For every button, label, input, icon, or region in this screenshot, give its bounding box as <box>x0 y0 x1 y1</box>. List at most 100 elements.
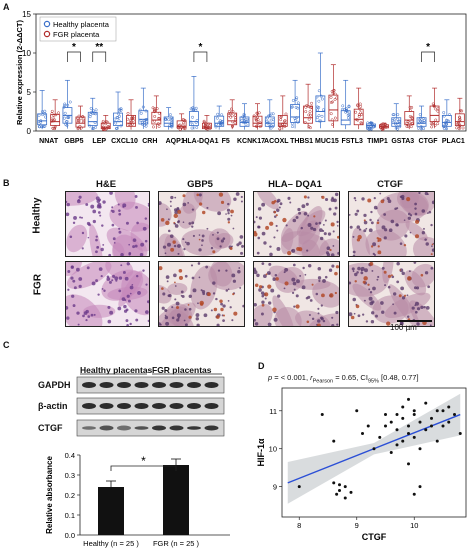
nucleus <box>349 225 353 229</box>
data-point <box>279 114 283 118</box>
nucleus <box>192 234 196 238</box>
gene-label: MUC15 <box>315 138 339 145</box>
nucleus <box>96 245 100 249</box>
blot-strip-1 <box>76 397 225 415</box>
nucleus <box>100 247 104 252</box>
data-point <box>178 127 182 131</box>
gene-label: F5 <box>222 138 230 145</box>
data-point <box>293 118 297 122</box>
data-point <box>410 122 414 126</box>
nucleus <box>173 273 177 278</box>
stat-part-2: = 0.65, CI <box>333 373 368 382</box>
nucleus <box>336 225 339 227</box>
scatter-point <box>401 439 405 443</box>
data-point <box>366 121 370 125</box>
data-point <box>231 120 235 124</box>
scatter-point <box>332 481 336 485</box>
nucleus <box>301 204 306 209</box>
nucleus <box>184 308 187 311</box>
nucleus <box>164 308 168 312</box>
nucleus <box>295 294 299 298</box>
x-tick-label: 9 <box>355 521 359 530</box>
nucleus <box>170 205 172 207</box>
nucleus <box>363 299 366 302</box>
stain-spot <box>264 292 269 297</box>
nucleus <box>125 221 129 225</box>
blot-label-bactin: β-actin <box>38 401 68 411</box>
nucleus <box>206 206 209 209</box>
nucleus <box>371 311 375 315</box>
data-point <box>281 122 285 126</box>
nucleus <box>371 269 374 272</box>
data-point <box>396 123 400 127</box>
nucleus <box>414 202 417 206</box>
nucleus <box>256 251 260 255</box>
nucleus <box>238 267 241 269</box>
nucleus <box>235 192 240 196</box>
data-point <box>139 111 143 115</box>
data-point <box>37 113 41 117</box>
stain-spot <box>227 221 231 224</box>
y-axis-label: HIF-1α <box>256 438 266 467</box>
nucleus <box>191 225 194 228</box>
data-point <box>151 106 155 110</box>
nucleus <box>201 290 206 294</box>
nucleus <box>276 208 280 213</box>
box <box>277 115 288 127</box>
histology-healthy-he <box>65 191 150 257</box>
nucleus <box>232 279 237 283</box>
nucleus <box>85 318 88 322</box>
nucleus <box>171 306 174 309</box>
gene-label: CXCL10 <box>111 138 138 145</box>
nucleus <box>349 281 352 285</box>
data-point <box>448 113 451 117</box>
nucleus <box>210 246 214 250</box>
data-point <box>39 120 43 124</box>
nucleus <box>225 269 228 272</box>
nucleus <box>407 315 410 318</box>
nucleus <box>403 219 406 221</box>
nucleus <box>102 243 105 246</box>
data-point <box>50 119 54 123</box>
stain-spot <box>232 293 235 296</box>
nucleus <box>296 279 300 284</box>
data-point <box>442 126 446 130</box>
x-tick-label: FGR (n = 25 ) <box>153 539 200 548</box>
stain-spot <box>175 305 180 310</box>
data-point <box>256 118 260 122</box>
nucleus <box>396 262 400 266</box>
stain-spot <box>178 268 183 273</box>
nucleus <box>174 224 179 228</box>
data-point <box>392 118 396 122</box>
nucleus <box>375 207 378 210</box>
data-point <box>242 112 246 116</box>
nucleus <box>423 305 426 309</box>
data-point <box>458 118 462 122</box>
blot-band <box>99 403 114 409</box>
nucleus <box>191 276 195 280</box>
x-axis-label: CTGF <box>362 532 387 542</box>
stain-spot <box>390 274 393 277</box>
data-point <box>279 118 283 122</box>
nucleus <box>168 293 172 298</box>
nucleus <box>210 309 213 312</box>
nucleus <box>176 313 181 318</box>
blot-band <box>152 382 166 388</box>
data-point <box>50 112 54 116</box>
nucleus <box>278 206 281 209</box>
scatter-point <box>418 485 422 489</box>
nucleus <box>319 228 323 232</box>
nucleus <box>352 297 357 302</box>
data-point <box>320 97 324 101</box>
data-point <box>131 116 134 120</box>
tissue-region <box>105 262 134 279</box>
nucleus <box>392 303 395 306</box>
y-axis-label: Relative expression (2-ΔΔCT) <box>15 20 24 125</box>
data-point <box>82 118 86 122</box>
box <box>151 111 162 125</box>
stain-spot <box>265 225 270 230</box>
nucleus <box>352 235 355 238</box>
data-point <box>434 118 438 122</box>
column-label-he: H&E <box>95 179 117 190</box>
